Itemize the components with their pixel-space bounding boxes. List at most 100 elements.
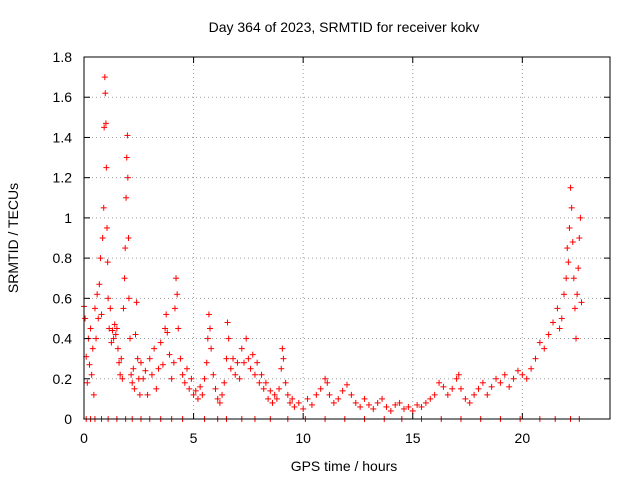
y-tick-label: 0.4 xyxy=(53,331,73,347)
data-point xyxy=(370,405,377,412)
data-point xyxy=(295,399,302,406)
data-point xyxy=(392,401,399,408)
data-point xyxy=(107,305,114,312)
data-point xyxy=(232,371,239,378)
data-point xyxy=(565,259,572,266)
data-point xyxy=(379,395,386,402)
data-point xyxy=(208,345,215,352)
data-point xyxy=(278,365,285,372)
data-point xyxy=(197,383,204,390)
data-point xyxy=(497,379,504,386)
data-point xyxy=(90,391,97,398)
data-point xyxy=(238,345,245,352)
data-point xyxy=(130,365,137,372)
data-point xyxy=(276,385,283,392)
data-point xyxy=(418,403,425,410)
data-point xyxy=(166,351,173,358)
data-point xyxy=(96,281,103,288)
data-point xyxy=(387,407,394,414)
data-point xyxy=(479,379,486,386)
data-point xyxy=(131,385,138,392)
y-tick-label: 1 xyxy=(64,210,72,226)
data-point xyxy=(118,355,125,362)
data-point xyxy=(106,325,113,332)
data-point xyxy=(95,315,102,322)
data-point xyxy=(571,305,578,312)
data-point xyxy=(475,385,482,392)
data-point xyxy=(466,399,473,406)
x-axis-label: GPS time / hours xyxy=(291,458,398,474)
data-point xyxy=(216,399,223,406)
data-point xyxy=(94,291,101,298)
data-point xyxy=(247,365,254,372)
data-point xyxy=(227,365,234,372)
data-point xyxy=(134,355,141,362)
data-point xyxy=(577,214,584,221)
data-point xyxy=(243,335,250,342)
data-point xyxy=(462,395,469,402)
data-point xyxy=(111,321,118,328)
data-point xyxy=(201,375,208,382)
data-point xyxy=(163,311,170,318)
data-point xyxy=(271,391,278,398)
data-point xyxy=(155,365,162,372)
data-point xyxy=(484,391,491,398)
data-point xyxy=(199,391,206,398)
y-tick-label: 0 xyxy=(64,411,72,427)
data-point xyxy=(287,399,294,406)
data-point xyxy=(545,331,552,338)
data-point xyxy=(171,305,178,312)
data-point xyxy=(146,355,153,362)
data-point xyxy=(427,395,434,402)
data-point xyxy=(124,174,131,181)
data-point xyxy=(532,355,539,362)
data-point xyxy=(123,154,130,161)
data-point xyxy=(113,325,120,332)
data-point xyxy=(240,359,247,366)
data-point xyxy=(436,379,443,386)
data-point xyxy=(188,375,195,382)
data-point xyxy=(488,383,495,390)
data-point xyxy=(123,194,130,201)
data-point xyxy=(313,391,320,398)
data-point xyxy=(151,345,158,352)
data-point xyxy=(326,391,333,398)
data-point xyxy=(528,365,535,372)
data-point xyxy=(101,74,108,81)
data-point xyxy=(173,275,180,282)
data-point xyxy=(262,379,269,386)
data-point xyxy=(224,319,231,326)
tick-layer: 0 5 10 15 20 0 0.2 0.4 0.6 0.8 1 1.2 1.4 1.6 1.8 xyxy=(53,49,610,446)
data-point xyxy=(148,371,155,378)
data-point xyxy=(449,385,456,392)
data-point xyxy=(87,325,94,332)
data-point xyxy=(132,331,139,338)
y-tick-label: 0.8 xyxy=(53,250,73,266)
data-point xyxy=(114,345,121,352)
data-point xyxy=(256,379,263,386)
data-point xyxy=(335,395,342,402)
data-point xyxy=(400,405,407,412)
data-point xyxy=(440,383,447,390)
data-point xyxy=(493,375,500,382)
data-point xyxy=(569,239,576,246)
data-point xyxy=(308,401,315,408)
data-point xyxy=(119,375,126,382)
data-point xyxy=(133,299,140,306)
plot-frame xyxy=(83,56,611,420)
data-point xyxy=(103,164,110,171)
data-point xyxy=(230,355,237,362)
data-point xyxy=(506,383,513,390)
x-tick-label: 5 xyxy=(190,430,198,446)
data-point xyxy=(289,395,296,402)
data-point xyxy=(170,359,177,366)
data-point xyxy=(414,401,421,408)
data-point xyxy=(251,371,258,378)
data-point xyxy=(501,371,508,378)
y-tick-label: 1.4 xyxy=(53,129,73,145)
data-point xyxy=(344,381,350,388)
data-point xyxy=(157,339,164,346)
data-point xyxy=(519,371,526,378)
data-point xyxy=(566,224,573,231)
data-point xyxy=(116,359,123,366)
